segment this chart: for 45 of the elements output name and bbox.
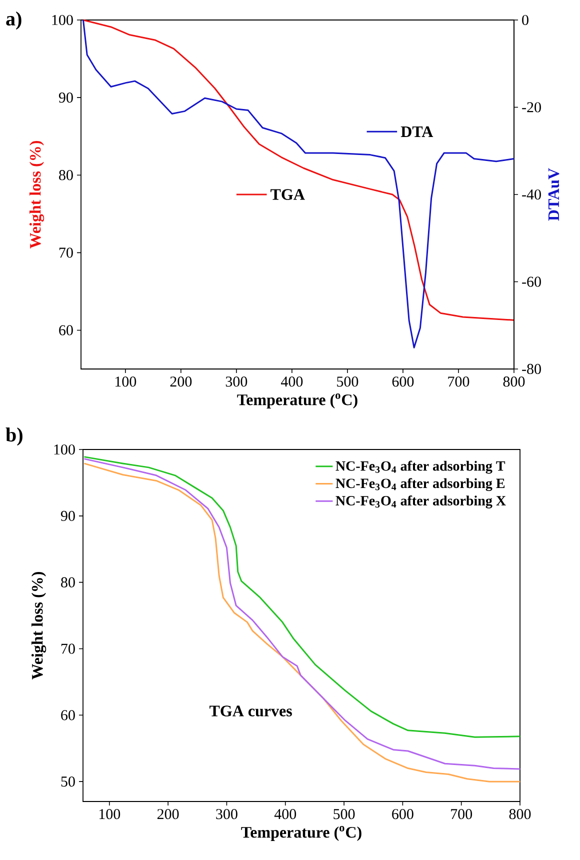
- y-tick-label: 60: [61, 710, 75, 720]
- y2-axis-title: DTAuV: [548, 168, 560, 221]
- x-tick-label: 200: [157, 809, 179, 820]
- y-tick-label: 90: [58, 92, 73, 103]
- y-tick-label: 60: [59, 325, 73, 336]
- x-tick-label: 400: [274, 809, 296, 820]
- y-tick-label: 70: [59, 248, 73, 258]
- y-tick-label: 100: [52, 14, 73, 26]
- x-tick-label: 800: [509, 809, 531, 820]
- text: a): [6, 12, 22, 30]
- x-tick-label: 600: [392, 376, 414, 387]
- x-tick-label: 500: [334, 809, 355, 820]
- x-axis-title: Temperature ($^{o}$C): [241, 826, 362, 841]
- legend-label: TGA: [270, 189, 305, 200]
- x-tick-label: 400: [280, 376, 303, 387]
- legend-label: DTA: [400, 126, 434, 137]
- y-tick-label: 70: [61, 644, 75, 654]
- text: b): [6, 428, 22, 446]
- x-tick-label: 200: [170, 376, 192, 387]
- x-tick-label: 500: [337, 376, 358, 387]
- y2-tick-label: -20: [522, 102, 541, 112]
- x-tick-label: 800: [503, 376, 525, 387]
- x-axis-title: Temperature ($^{o}$C): [237, 394, 358, 408]
- legend-label: NC-Fe$_{3}$O$_{4}$ after adsorbing T: [336, 460, 506, 474]
- y-axis-title: Weight loss (%): [31, 572, 46, 680]
- x-tick-label: 300: [216, 809, 238, 820]
- y2-tick-label: -40: [522, 189, 541, 200]
- y-tick-label: 80: [61, 577, 75, 588]
- y-tick-label: 80: [59, 170, 73, 180]
- x-tick-label: 100: [99, 809, 120, 820]
- y2-tick-label: 0: [522, 14, 528, 26]
- y-axis-title: Weight loss (%): [29, 140, 44, 249]
- legend-label: NC-Fe$_{3}$O$_{4}$ after adsorbing E: [336, 478, 505, 492]
- y-tick-label: 50: [61, 776, 75, 787]
- annotation: TGA curves: [210, 706, 292, 716]
- y2-tick-label: -60: [522, 276, 541, 287]
- x-tick-label: 100: [115, 376, 136, 387]
- x-tick-label: 600: [392, 809, 414, 820]
- x-tick-label: 700: [448, 376, 470, 387]
- y-tick-label: 100: [54, 444, 75, 455]
- legend-label: NC-Fe$_{3}$O$_{4}$ after adsorbing X: [336, 495, 506, 508]
- y-tick-label: 90: [60, 510, 75, 521]
- x-tick-label: 300: [226, 376, 248, 387]
- x-tick-label: 700: [451, 809, 472, 820]
- y2-tick-label: -80: [522, 364, 541, 374]
